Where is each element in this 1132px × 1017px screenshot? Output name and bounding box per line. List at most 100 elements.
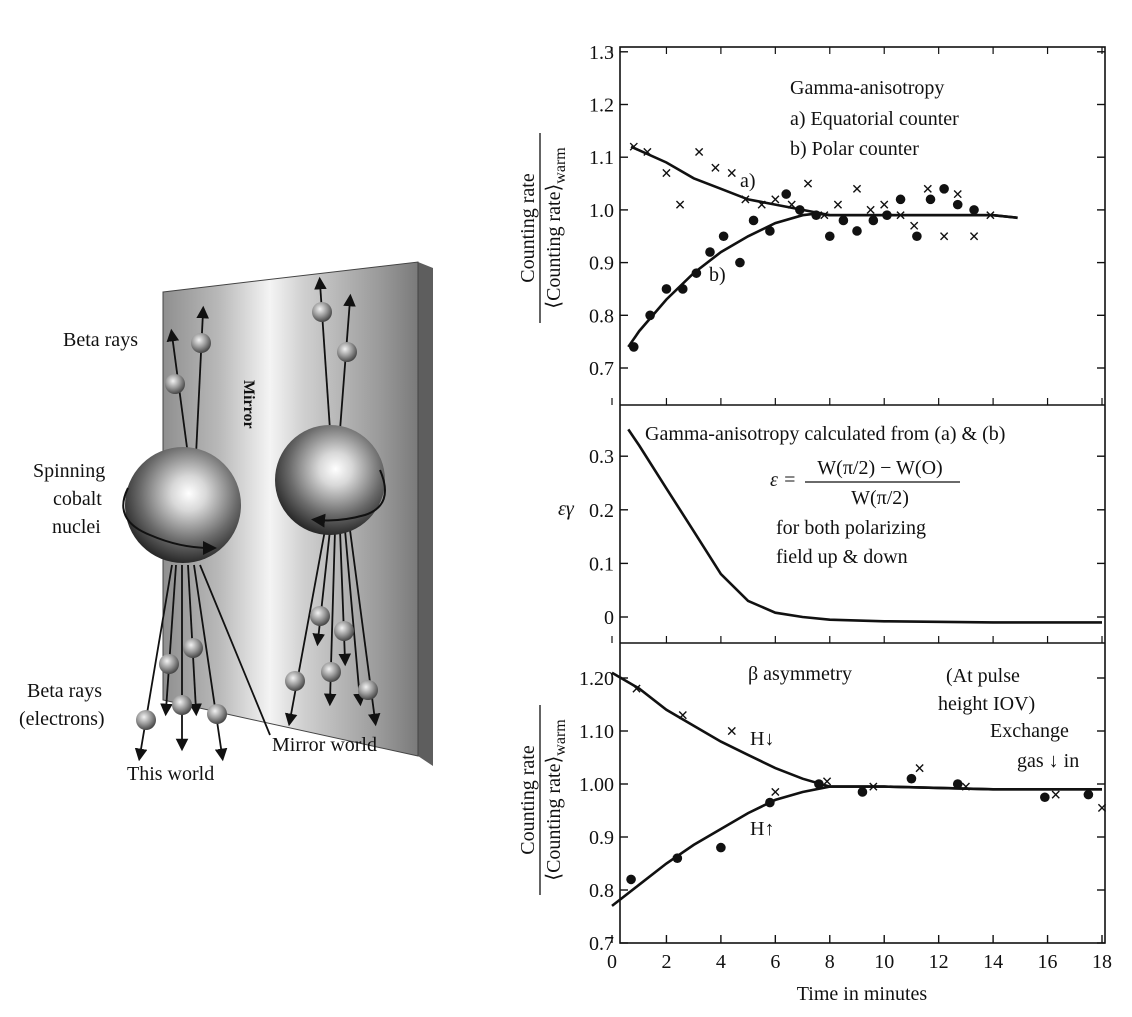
chart-frame [619, 46, 1106, 944]
left-spin-arrow [122, 487, 217, 555]
x-tick-label: 8 [825, 951, 835, 973]
panel-1-dot-point [735, 257, 745, 268]
this-world-label: This world [127, 763, 214, 785]
panel-3-dot-point [765, 797, 775, 808]
panel-1-dot-point [912, 231, 922, 242]
panel-3-marks [611, 671, 1107, 907]
panel-3-x-point [1051, 790, 1060, 799]
exchange-label-2: gas ↓ in [1017, 750, 1079, 772]
panel-1-x-point [986, 211, 995, 220]
panel-3-dot-point [672, 853, 683, 863]
panel-3-dot-point [1083, 789, 1094, 800]
panel-3-x-point [822, 777, 832, 786]
panel-1-x-point [741, 195, 750, 204]
panel-1-x-point [675, 200, 685, 209]
electrons-label: (electrons) [19, 708, 105, 730]
cobalt-illustration: Mirror [19, 261, 433, 785]
panel-3-ylabel-numerator: Counting rate [517, 745, 539, 855]
panel-3-ytick-label: 1.00 [579, 774, 614, 796]
pulse-label-2: height IOV) [938, 693, 1035, 715]
x-tick-label: 10 [874, 951, 894, 973]
panel-3-ytick-label: 1.20 [579, 668, 614, 690]
panel-3-dot-point [1040, 792, 1050, 803]
formula-lhs: ε = [770, 469, 796, 491]
panel-3-x-point [678, 711, 687, 720]
panel-1-x-point [953, 189, 962, 199]
panel-3-x-point [961, 782, 970, 791]
panel-1-ytick-label: 0.9 [589, 253, 614, 275]
panel-1-x-point [695, 147, 704, 157]
panel-1-dot-point [925, 194, 936, 205]
panel-1-ytick-label: 1.3 [589, 42, 614, 64]
panel-3-x-point [727, 726, 736, 736]
panel-1-x-point [923, 184, 932, 193]
panel-1-dot-point [628, 342, 639, 352]
panel-1-dot-point [868, 215, 879, 226]
panel-1-ytick-label: 0.7 [589, 358, 614, 380]
curve-a-label: a) [740, 170, 756, 192]
panel-1-x-point [866, 205, 875, 214]
panel-3-ylabel-denominator: ⟨Counting rate⟩warm [543, 719, 569, 881]
panel-3-curve-2 [611, 785, 1102, 907]
formula-denominator: W(π/2) [851, 487, 909, 509]
panel-3-ytick-label: 0.7 [589, 933, 614, 955]
x-axis: 0 2 4 6 8 10 12 14 16 18 [607, 47, 1112, 973]
panel-3-dot-point [952, 779, 963, 789]
panel-3-x-point [869, 782, 878, 791]
panel-2-marks [627, 428, 1102, 624]
panel-1-dot-point [718, 231, 729, 242]
panel-1-dot-point [691, 268, 702, 278]
pulse-label-1: (At pulse [946, 665, 1020, 687]
panel-2-ylabel: εγ [558, 498, 575, 520]
panel-3-dot-point [716, 842, 726, 853]
beta-electrons-label: Beta rays [27, 680, 102, 702]
panel-3-ytick-label: 0.8 [589, 880, 614, 902]
panel-1-dot-point [705, 247, 715, 257]
panel-3-y-axis: 0.7 0.8 0.9 1.00 1.10 1.20 [579, 668, 1105, 955]
panel-1-ytick-label: 1.2 [589, 95, 614, 117]
panel-1-ytick-label: 0.8 [589, 305, 614, 327]
panel-1-x-point [643, 147, 652, 157]
x-tick-label: 4 [716, 951, 726, 973]
panel-2-ytick-label: 0.1 [589, 553, 614, 575]
panel-3-dot-point [814, 779, 824, 789]
h-down-label: H↓ [750, 728, 774, 750]
panel-1-dot-point [661, 284, 672, 294]
panel-1-dot-point [795, 205, 805, 215]
beta-rays-label: Beta rays [63, 329, 138, 351]
panel-3-x-point [1097, 803, 1107, 812]
panel-1-dot-point [677, 284, 688, 294]
panel-3-dot-point [857, 787, 868, 797]
panel-2-y-axis: 0 0.1 0.2 0.3 [589, 446, 1105, 629]
panel-2-curve-1 [627, 428, 1102, 624]
panel-3-ytick-label: 0.9 [589, 827, 614, 849]
panel-1-dot-point [781, 189, 792, 199]
panel-1-legend-b: b) Polar counter [790, 138, 919, 160]
panel-1-x-point [852, 184, 862, 193]
panel-1-x-point [820, 211, 829, 220]
charts: 0.70.80.91.01.11.21.3 00.10.20.3 0.70.80… [517, 42, 1112, 1005]
curve-b-label: b) [709, 264, 726, 286]
panel-1-x-point [910, 221, 919, 230]
panel-1-y-axis: 0.7 0.8 0.9 1.0 1.1 1.2 1.3 [589, 42, 1105, 380]
panel-1-dot-point [939, 184, 949, 194]
panel-1-x-point [711, 163, 720, 172]
mirror-electrons [285, 302, 378, 700]
panel-1-x-point [896, 211, 905, 220]
panel-1-x-point [757, 200, 766, 209]
panel-1-ylabel-numerator: Counting rate [517, 173, 539, 283]
panel-1-x-point [629, 142, 638, 151]
panel-2-note-1: for both polarizing [776, 517, 926, 539]
panel-2-ytick-label: 0 [604, 607, 614, 629]
panel-2-ytick-label: 0.2 [589, 500, 614, 522]
x-tick-label: 12 [929, 951, 949, 973]
panel-1-ylabel: Counting rate ⟨Counting rate⟩warm [517, 133, 569, 323]
panel-1-dot-point [838, 215, 849, 226]
panel-3-x-point [915, 764, 924, 773]
spinning-label: Spinning [33, 460, 105, 482]
panel-3-ytick-label: 1.10 [579, 721, 614, 743]
panel-1-ytick-label: 1.1 [589, 147, 614, 169]
panel-1-legend-a: a) Equatorial counter [790, 108, 959, 130]
